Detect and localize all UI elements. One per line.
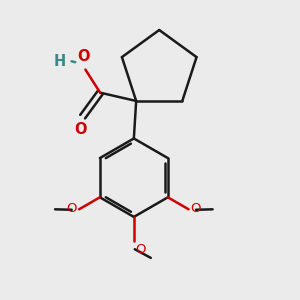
Text: O: O — [77, 49, 90, 64]
Text: O: O — [74, 122, 87, 137]
Text: O: O — [135, 243, 145, 256]
Text: O: O — [67, 202, 77, 215]
Text: O: O — [190, 202, 201, 215]
Text: H: H — [54, 54, 66, 69]
